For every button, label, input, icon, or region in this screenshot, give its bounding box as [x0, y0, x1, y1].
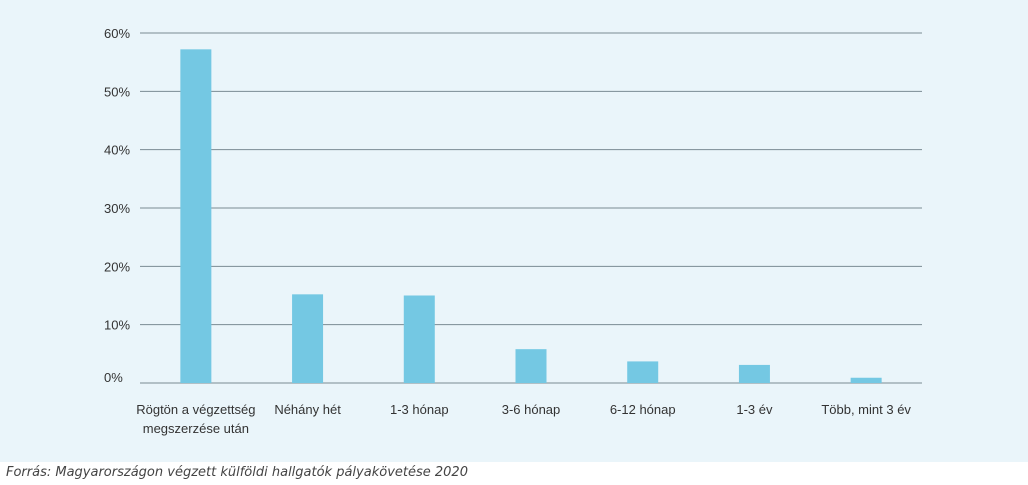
x-category-label-line: 1-3 év — [736, 402, 773, 417]
x-category-label: Több, mint 3 év — [821, 402, 911, 417]
bar — [738, 364, 770, 383]
x-category-label: 6-12 hónap — [610, 402, 676, 417]
bar — [403, 295, 435, 383]
gridlines — [140, 32, 922, 384]
y-tick-label: 60% — [104, 26, 130, 41]
x-category-label: Néhány hét — [274, 402, 341, 417]
x-category-label-line: 1-3 hónap — [390, 402, 449, 417]
x-category-label: Rögtön a végzettség megszerzése után — [136, 402, 255, 436]
bar-chart: 0% 10% 20% 30% 40% 50% 60% Rögtön a végzettség… — [104, 26, 922, 436]
y-axis-tick-labels: 0% 10% 20% 30% 40% 50% 60% — [104, 26, 130, 385]
x-category-label-line: 3-6 hónap — [502, 402, 561, 417]
x-category-label-line: megszerzése után — [143, 421, 249, 436]
x-category-label-line: Néhány hét — [274, 402, 341, 417]
chart-panel — [0, 0, 1028, 462]
y-tick-label: 0% — [104, 370, 123, 385]
x-category-label-line: 6-12 hónap — [610, 402, 676, 417]
x-axis-category-labels: Rögtön a végzettség megszerzése után Néhán… — [136, 402, 911, 436]
y-tick-label: 10% — [104, 318, 130, 333]
y-tick-label: 20% — [104, 259, 130, 274]
bar — [180, 49, 212, 383]
bar — [292, 294, 324, 383]
bar — [515, 349, 547, 383]
x-category-label: 1-3 év — [736, 402, 773, 417]
y-tick-label: 30% — [104, 201, 130, 216]
bar — [627, 361, 659, 383]
bar — [850, 377, 882, 383]
x-category-label-line: Rögtön a végzettség — [136, 402, 255, 417]
x-category-label-line: Több, mint 3 év — [821, 402, 911, 417]
y-tick-label: 40% — [104, 143, 130, 158]
x-category-label: 1-3 hónap — [390, 402, 449, 417]
bars — [180, 49, 882, 383]
x-category-label: 3-6 hónap — [502, 402, 561, 417]
y-tick-label: 50% — [104, 84, 130, 99]
source-note: Forrás: Magyarországon végzett külföldi … — [6, 465, 468, 480]
